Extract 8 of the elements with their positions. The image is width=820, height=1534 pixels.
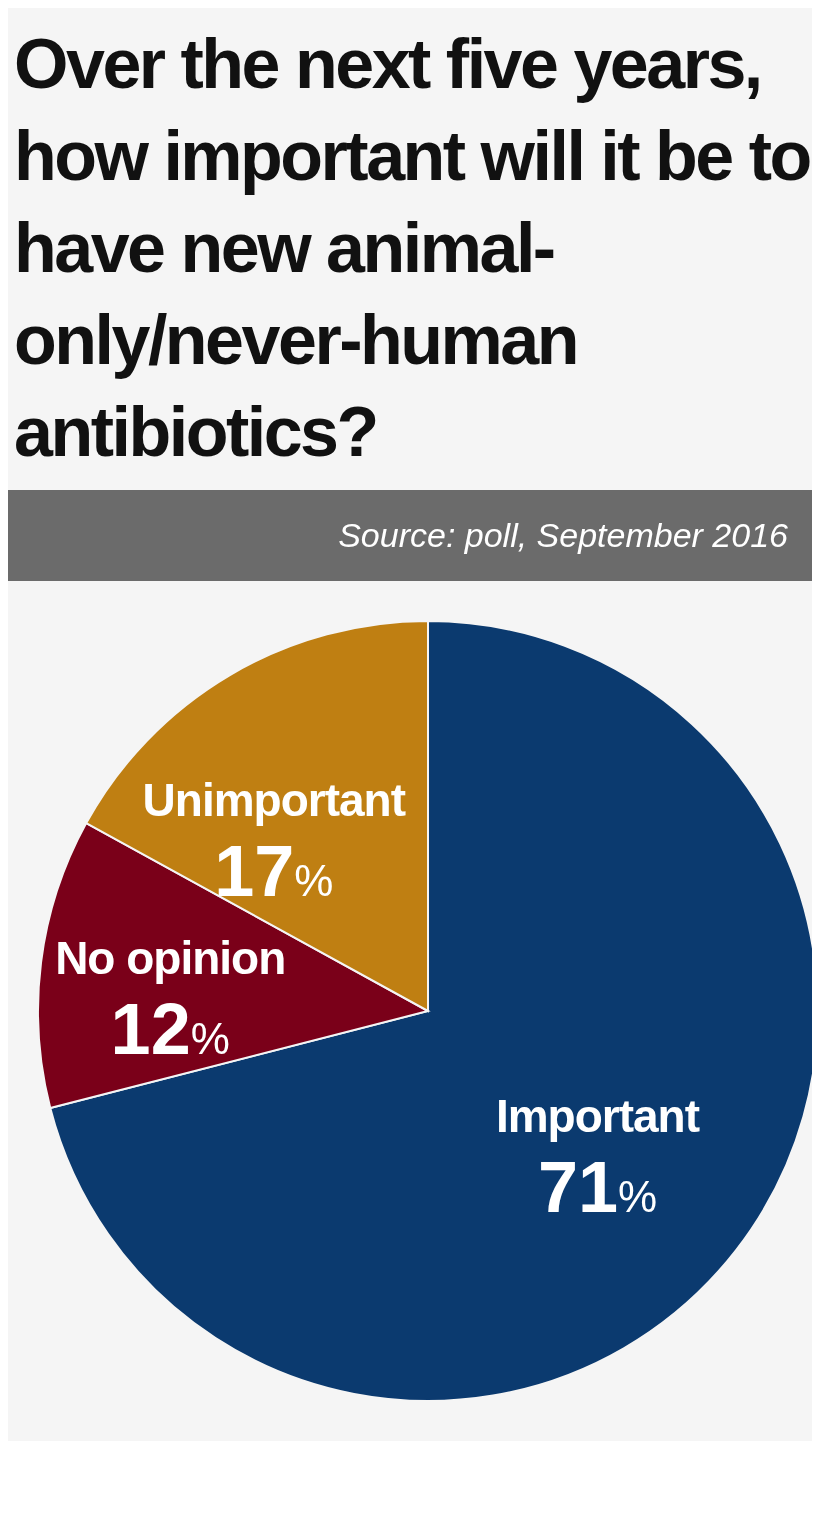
source-note: Source: poll, September 2016 (8, 490, 812, 581)
chart-title: Over the next five years, how important will it be to have new animal-only/never-human antibiotics? (13, 24, 811, 473)
slice-label: Unimportant (142, 774, 406, 827)
slice-label: No opinion (55, 932, 286, 985)
data-label: 71% (537, 1147, 658, 1228)
data-label: 17% (214, 831, 334, 912)
data-label: 12% (110, 989, 230, 1070)
slice-label: Important (495, 1090, 700, 1143)
